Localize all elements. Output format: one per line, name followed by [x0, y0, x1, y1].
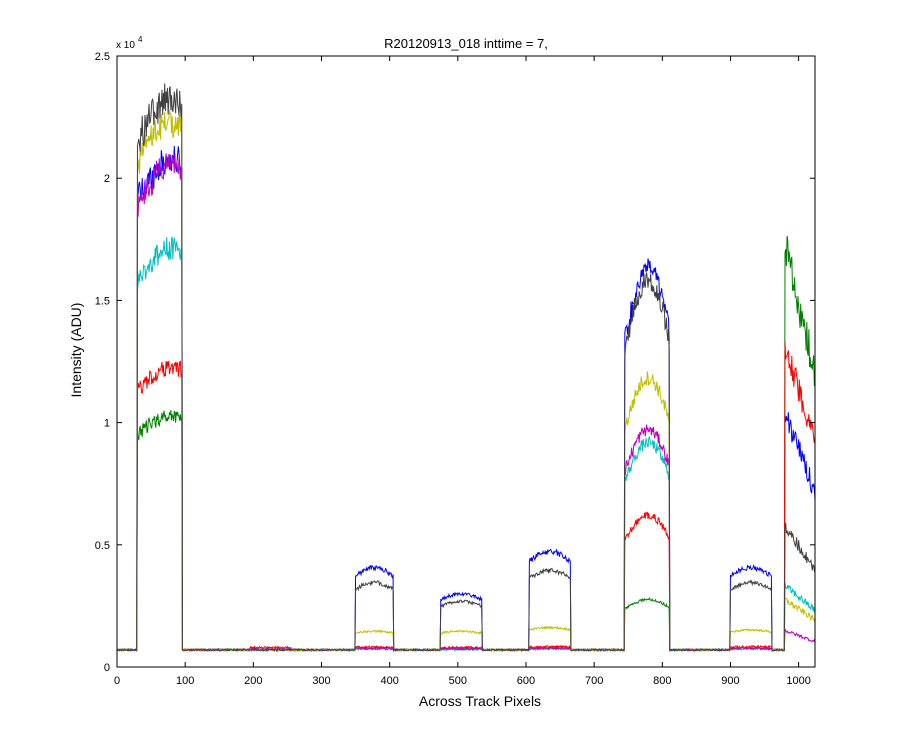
x-tick-label: 700 [585, 675, 603, 687]
y-tick-label: 1 [104, 418, 110, 430]
series-layer [116, 83, 816, 653]
plot-area-background [117, 56, 815, 667]
x-tick-label: 500 [449, 675, 467, 687]
x-tick-label: 400 [380, 675, 398, 687]
x-tick-label: 800 [653, 675, 671, 687]
y-exponent-power: 4 [138, 35, 143, 44]
x-axis-label: Across Track Pixels [419, 693, 541, 709]
y-tick-label: 1.5 [95, 295, 110, 307]
x-tick-label: 200 [244, 675, 262, 687]
y-tick-label: 0.5 [95, 540, 110, 552]
tick-layer: 0 100 200 300 400 500 600 700 800 900 1000 0 0.5 1 1.5… [95, 51, 815, 687]
y-axis-label: Intensity (ADU) [68, 303, 84, 398]
x-tick-label: 0 [114, 675, 120, 687]
x-tick-label: 100 [176, 675, 194, 687]
x-tick-label: 900 [721, 675, 739, 687]
series-line [116, 83, 816, 652]
plot-area-frame [116, 55, 816, 668]
x-tick-label: 1000 [786, 675, 810, 687]
x-tick-label: 600 [517, 675, 535, 687]
y-exponent-label: x 10 [116, 40, 135, 51]
y-tick-label: 2 [104, 173, 110, 185]
x-tick-label: 300 [312, 675, 330, 687]
y-tick-label: 0 [104, 662, 110, 674]
y-tick-label: 2.5 [95, 51, 110, 63]
chart-title: R20120913_018 inttime = 7, [384, 36, 548, 51]
